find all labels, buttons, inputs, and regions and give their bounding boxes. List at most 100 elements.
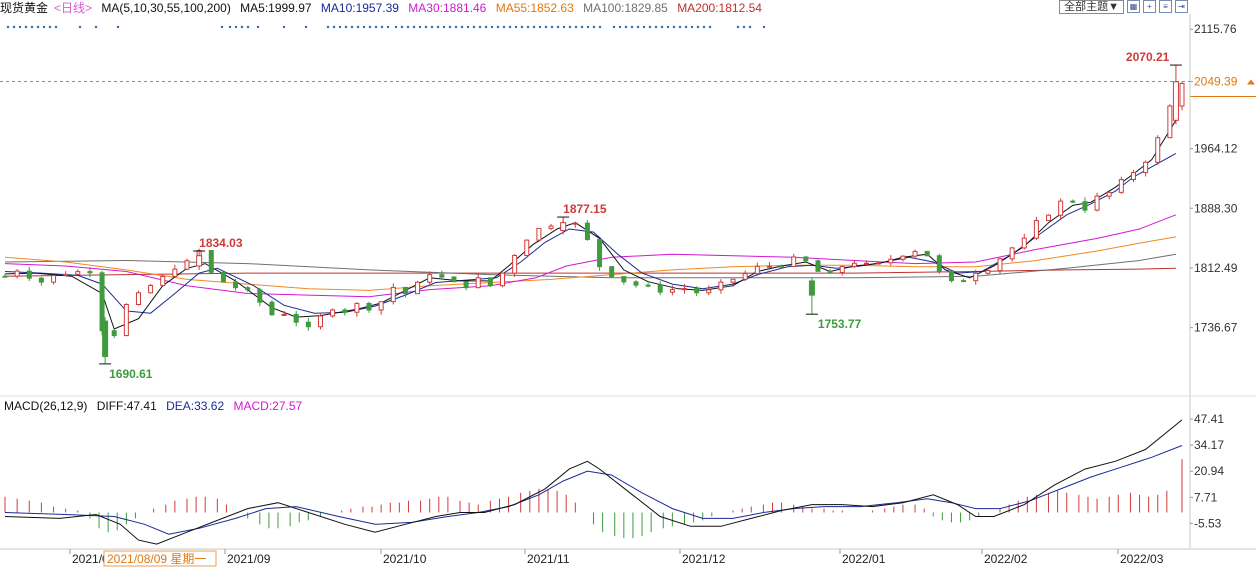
- indicator-dot: [424, 25, 428, 29]
- candle-up: [912, 250, 918, 257]
- indicator-dot: [304, 25, 308, 29]
- macd-dea: DEA:33.62: [166, 399, 225, 413]
- candle-up: [1021, 237, 1027, 249]
- macd-tick-label: 34.17: [1194, 438, 1224, 452]
- x-axis-label: 2022/01: [842, 552, 886, 566]
- x-axis-label: 2022/02: [984, 552, 1028, 566]
- candle-up: [985, 270, 991, 274]
- candle-down: [657, 284, 663, 293]
- plus-icon[interactable]: +: [1143, 0, 1156, 13]
- indicator-dot: [544, 25, 548, 29]
- candle-up: [791, 256, 797, 268]
- candle-down: [597, 239, 603, 268]
- candle-up: [548, 225, 554, 229]
- indicator-dot: [472, 25, 476, 29]
- candle-up: [536, 227, 542, 241]
- indicator-dot: [374, 25, 378, 29]
- candle-up: [1033, 220, 1039, 239]
- indicator-dot: [618, 25, 622, 29]
- indicator-dot: [220, 25, 224, 29]
- candle-down: [633, 281, 639, 286]
- candle-up: [524, 239, 530, 256]
- candle-down: [961, 280, 967, 283]
- candle-up: [730, 278, 736, 283]
- crosshair-date-box: [103, 550, 217, 567]
- extreme-label: 2070.21: [1126, 50, 1170, 64]
- theme-dropdown-button[interactable]: 全部主题▼: [1059, 0, 1124, 14]
- indicator-dot: [660, 25, 664, 29]
- candle-down: [936, 255, 942, 272]
- indicator-dot: [748, 25, 752, 29]
- candle-up: [900, 255, 906, 260]
- candle-down: [293, 313, 299, 323]
- current-price-tick-label: 2049.39: [1194, 74, 1238, 88]
- candle-up: [1167, 105, 1173, 139]
- bars-icon[interactable]: ≡: [1159, 0, 1172, 13]
- extreme-label: 1877.15: [563, 202, 607, 216]
- indicator-dot: [42, 25, 46, 29]
- candle-up: [390, 286, 396, 303]
- x-axis-label: 2022/03: [1120, 552, 1164, 566]
- dea-line: [4, 445, 1183, 535]
- macd-legend: MACD(26,12,9) DIFF:47.41 DEA:33.62 MACD:…: [4, 399, 308, 413]
- indicator-dot: [338, 25, 342, 29]
- candle-down: [257, 289, 263, 303]
- candle-up: [997, 258, 1003, 272]
- candle-down: [815, 260, 821, 272]
- candle-up: [415, 281, 421, 295]
- candle-down: [779, 265, 785, 268]
- candle-down: [487, 277, 493, 287]
- indicator-dot: [234, 25, 238, 29]
- x-axis-label: 2021/10: [383, 552, 427, 566]
- candle-up: [669, 289, 675, 293]
- period-label[interactable]: <日线>: [54, 1, 93, 15]
- ma30-label: MA30:1881.46: [408, 1, 487, 15]
- indicator-dot: [256, 25, 260, 29]
- grid-icon[interactable]: ▦: [1127, 0, 1140, 13]
- indicator-dot: [666, 25, 670, 29]
- candle-up: [75, 271, 81, 275]
- candle-down: [609, 266, 615, 278]
- macd-diff: DIFF:47.41: [96, 399, 157, 413]
- indicator-dot: [490, 25, 494, 29]
- indicator-dot: [690, 25, 694, 29]
- candle-up: [742, 273, 748, 280]
- indicator-dot: [18, 25, 22, 29]
- price-tick-label: 1888.30: [1194, 201, 1238, 215]
- indicator-dot: [386, 25, 390, 29]
- diff-line: [4, 419, 1183, 545]
- candle-up: [851, 262, 857, 268]
- macd-tick-label: -5.53: [1194, 516, 1222, 530]
- macd-value: MACD:27.57: [233, 399, 303, 413]
- candle-down: [463, 281, 469, 289]
- candle-up: [135, 292, 141, 306]
- candle-down: [305, 321, 311, 328]
- indicator-dot: [648, 25, 652, 29]
- candle-down: [948, 270, 954, 282]
- indicator-dot: [568, 25, 572, 29]
- indicator-dot: [532, 25, 536, 29]
- exit-icon[interactable]: ⇥: [1175, 0, 1188, 13]
- candle-up: [330, 309, 336, 317]
- candle-up: [572, 222, 578, 225]
- candle-down: [451, 276, 457, 283]
- extreme-candle: [196, 255, 203, 267]
- indicator-dot: [624, 25, 628, 29]
- extreme-candle: [102, 320, 109, 358]
- indicator-dot: [708, 25, 712, 29]
- candle-up: [354, 302, 360, 313]
- macd-tick-label: 20.94: [1194, 464, 1224, 478]
- indicator-dot: [514, 25, 518, 29]
- candle-up: [51, 274, 57, 283]
- indicator-dot: [406, 25, 410, 29]
- candle-down: [924, 250, 930, 257]
- candle-up: [184, 260, 190, 270]
- legend-bar: 现货黄金 <日线> MA(5,10,30,55,100,200) MA5:1999…: [0, 0, 1190, 16]
- indicator-dot: [466, 25, 470, 29]
- indicator-dot: [502, 25, 506, 29]
- x-axis-label: 2021/09: [227, 552, 271, 566]
- crosshair-date-label: 2021/08/09 星期一: [107, 552, 206, 566]
- candle-up: [973, 272, 979, 282]
- candle-down: [2, 275, 8, 278]
